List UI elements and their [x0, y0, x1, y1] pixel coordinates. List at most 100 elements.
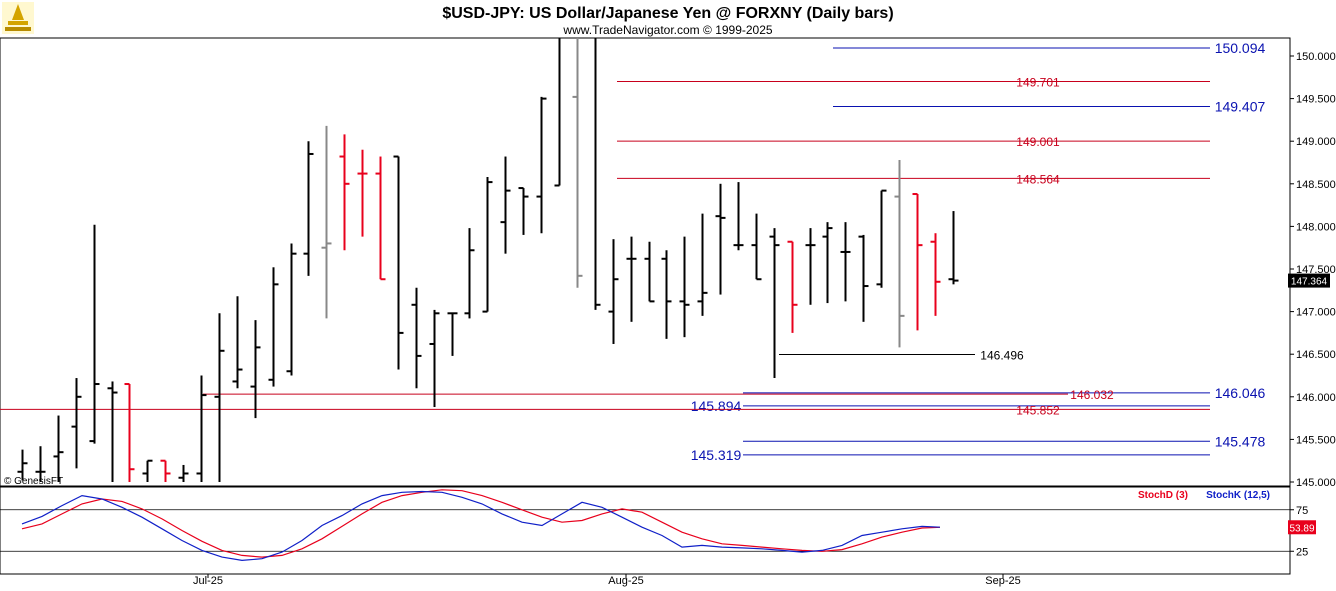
level-label: 148.564 — [1016, 172, 1060, 186]
level-label: 146.032 — [1070, 388, 1114, 402]
watermark-text: © GenesisFT — [4, 476, 63, 487]
level-label: 150.094 — [1215, 40, 1266, 56]
price-bar — [321, 125, 332, 319]
price-axis: 150.000 149.500 149.000 148.500 148.000 147.5… — [1290, 51, 1336, 489]
price-bar — [840, 222, 851, 302]
price-bar — [644, 241, 655, 303]
price-bar — [805, 228, 816, 305]
level-label: 146.046 — [1215, 385, 1266, 401]
price-bar — [375, 156, 386, 281]
level-label: 149.001 — [1016, 135, 1060, 149]
price-pane-frame — [0, 37, 1291, 487]
price-bar — [89, 224, 100, 444]
price-tick-label: 148.000 — [1296, 221, 1336, 233]
price-bar — [482, 176, 493, 313]
price-bar — [447, 312, 458, 356]
price-bar — [339, 134, 350, 251]
price-bar — [500, 156, 511, 254]
price-tick-label: 145.500 — [1296, 434, 1336, 446]
last-price-label: 147.364 — [1291, 277, 1328, 288]
x-label-sep: Sep-25 — [985, 575, 1020, 587]
price-tick-label: 147.500 — [1296, 264, 1336, 276]
price-bar — [626, 236, 637, 322]
price-tick-label: 149.000 — [1296, 136, 1336, 148]
logo-icon — [2, 2, 34, 34]
price-tick-label: 147.000 — [1296, 307, 1336, 319]
price-bar — [393, 155, 404, 370]
price-bar — [822, 222, 833, 304]
price-bar — [554, 38, 561, 187]
stochastic-last-label: 53.89 — [1289, 523, 1314, 534]
price-bar — [160, 459, 171, 482]
level-label: 149.701 — [1016, 75, 1060, 89]
price-tick-label: 145.000 — [1296, 477, 1336, 489]
price-bar — [411, 287, 422, 389]
price-tick-label: 150.000 — [1296, 51, 1336, 63]
level-label: 145.894 — [691, 398, 742, 414]
price-bar — [894, 159, 905, 348]
chart-subtitle: www.TradeNavigator.com © 1999-2025 — [562, 23, 772, 37]
price-bar — [429, 309, 440, 408]
legend-stochd: StochD (3) — [1138, 490, 1188, 501]
last-price-tag: 147.364 — [1288, 273, 1330, 288]
price-bar — [178, 464, 189, 482]
price-bar — [518, 187, 529, 235]
level-label: 145.478 — [1215, 433, 1266, 449]
price-bar — [948, 211, 959, 285]
price-bar — [930, 233, 941, 316]
stochastic-lines — [21, 489, 941, 562]
stoch-tick-label: 75 — [1296, 505, 1308, 517]
level-label: 145.319 — [691, 447, 742, 463]
price-bar — [232, 296, 243, 389]
price-bar — [53, 415, 64, 482]
price-bar — [142, 459, 153, 482]
level-lines: 150.094 149.701 149.407 149.001 148.564 146.4… — [0, 40, 1266, 463]
price-bar — [464, 228, 475, 319]
stochastic-last-tag: 53.89 — [1288, 520, 1316, 535]
price-bar — [214, 313, 225, 482]
price-bar — [787, 240, 798, 333]
price-pane: 150.000 149.500 149.000 148.500 148.000 147.5… — [0, 37, 1336, 489]
price-tick-label: 146.000 — [1296, 392, 1336, 404]
level-label: 145.852 — [1016, 403, 1060, 417]
price-bar — [107, 381, 118, 482]
price-bar — [124, 383, 135, 482]
price-bar — [912, 193, 923, 331]
price-bar — [608, 239, 619, 344]
stochd-line — [21, 489, 941, 558]
price-bar — [697, 213, 708, 316]
x-label-jul: Jul-25 — [193, 575, 223, 587]
price-bar — [268, 267, 279, 387]
stochastic-axis: 75 25 — [0, 505, 1308, 558]
x-label-aug: Aug-25 — [608, 575, 643, 587]
stochk-line — [21, 490, 941, 562]
price-tick-label: 148.500 — [1296, 179, 1336, 191]
price-bar — [17, 449, 28, 481]
price-bar — [661, 250, 672, 339]
stochastic-pane: 75 25 StochD (3) StochK (12,5) 53.89 — [0, 486, 1316, 575]
price-tick-label: 149.500 — [1296, 94, 1336, 106]
price-tick-label: 146.500 — [1296, 349, 1336, 361]
stoch-tick-label: 25 — [1296, 546, 1308, 558]
price-bar — [286, 243, 297, 376]
price-bar — [35, 446, 46, 482]
price-bar — [357, 149, 368, 237]
price-bar — [751, 213, 762, 281]
level-label: 149.407 — [1215, 99, 1266, 115]
price-bar — [196, 375, 207, 482]
price-bar — [250, 320, 261, 419]
level-label: 146.496 — [980, 349, 1024, 363]
price-bar — [769, 228, 780, 379]
price-bar — [733, 182, 744, 251]
price-bar — [715, 183, 726, 295]
price-bar — [303, 141, 314, 276]
price-bars — [17, 38, 959, 482]
chart-title: $USD-JPY: US Dollar/Japanese Yen @ FORXN… — [442, 5, 893, 22]
price-bar — [679, 236, 690, 338]
price-bar — [594, 38, 601, 310]
price-bar — [572, 38, 583, 288]
price-bar — [858, 234, 869, 322]
price-bar — [876, 189, 887, 288]
